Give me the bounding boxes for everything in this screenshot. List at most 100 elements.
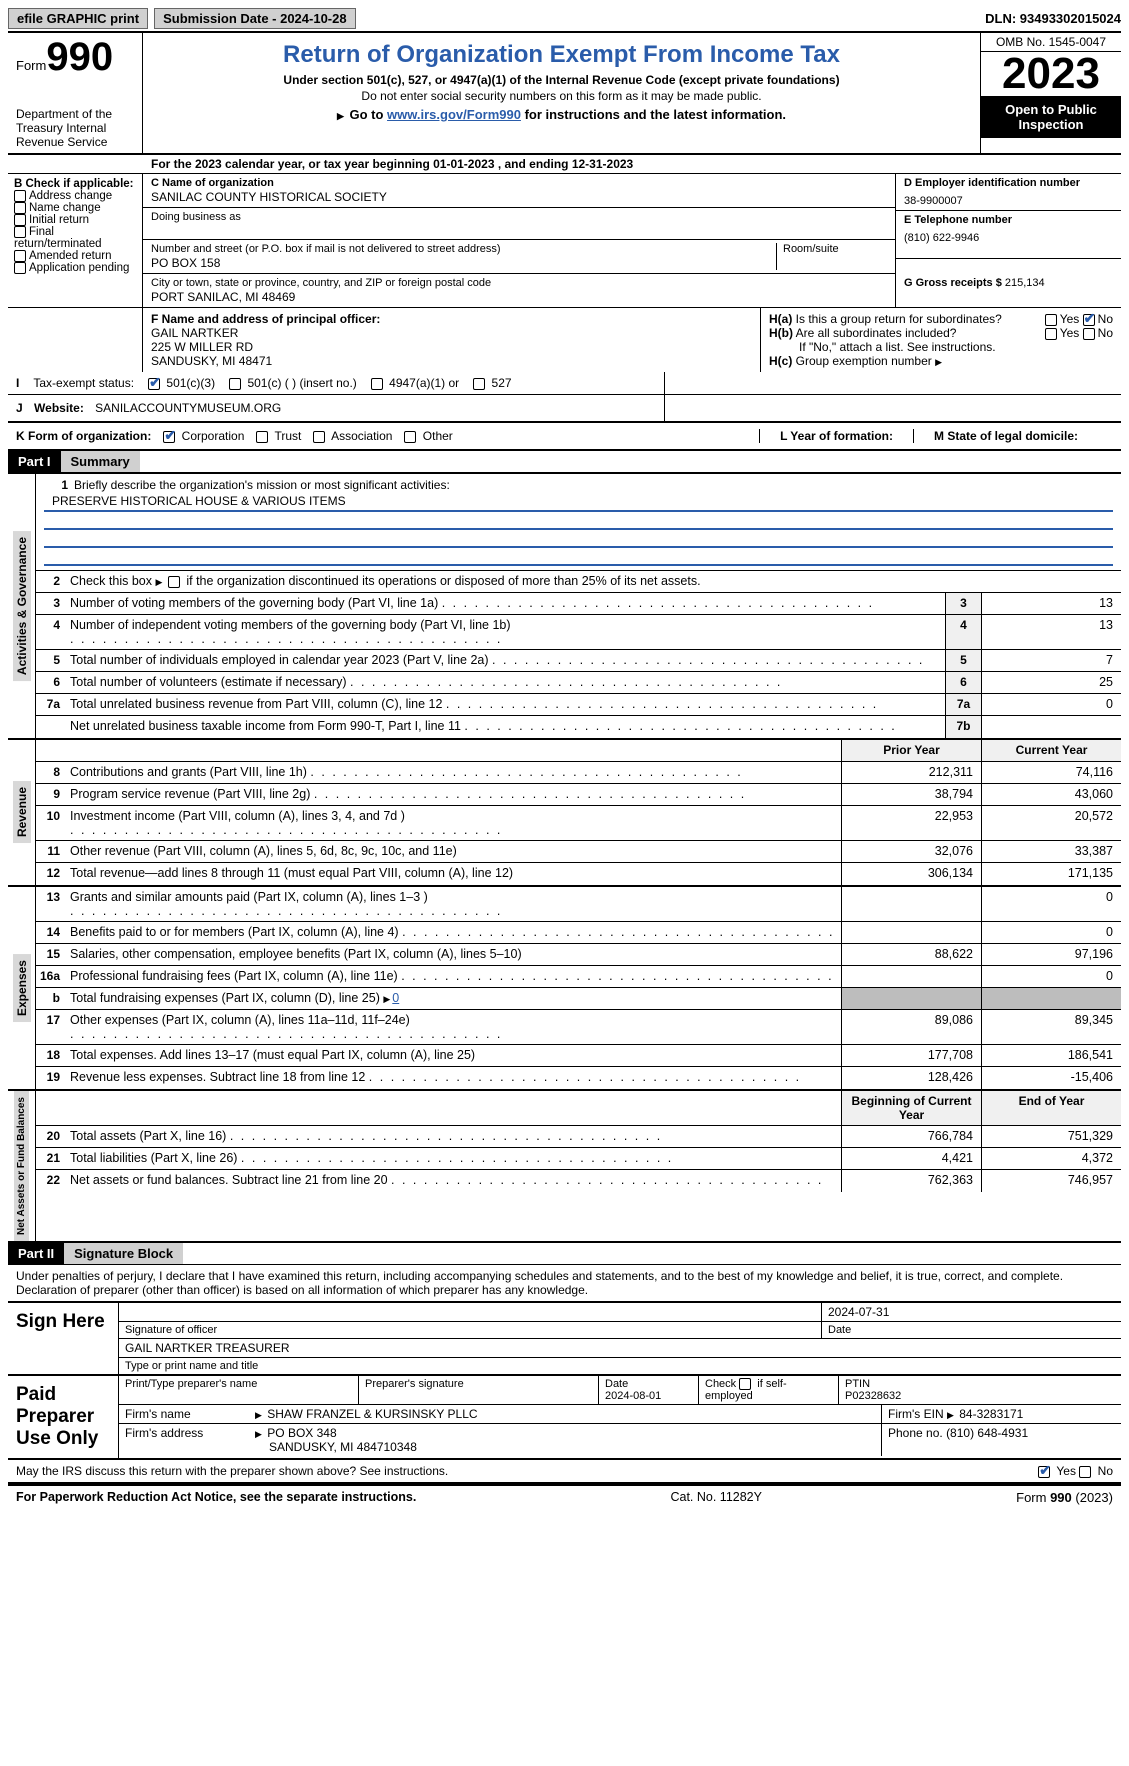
j-label: J bbox=[16, 401, 23, 415]
officer-name-title: GAIL NARTKER TREASURER bbox=[119, 1339, 1121, 1357]
paid-preparer-block: Paid Preparer Use Only Print/Type prepar… bbox=[8, 1376, 1121, 1460]
line8-cy: 74,116 bbox=[981, 762, 1121, 783]
cb-527[interactable] bbox=[473, 378, 485, 390]
ptin-label: PTIN bbox=[845, 1378, 870, 1390]
line20-desc: Total assets (Part X, line 16) bbox=[70, 1129, 226, 1143]
line16b-desc: Total fundraising expenses (Part IX, col… bbox=[70, 991, 380, 1005]
line19-py: 128,426 bbox=[841, 1067, 981, 1089]
line16a-cy: 0 bbox=[981, 966, 1121, 987]
line13-desc: Grants and similar amounts paid (Part IX… bbox=[70, 890, 428, 904]
discuss-no-checkbox[interactable] bbox=[1079, 1466, 1091, 1478]
part1-header: Part ISummary bbox=[8, 451, 1121, 474]
line12-desc: Total revenue—add lines 8 through 11 (mu… bbox=[70, 866, 513, 880]
cb-self-employed[interactable] bbox=[739, 1378, 751, 1390]
line21-desc: Total liabilities (Part X, line 26) bbox=[70, 1151, 237, 1165]
line14-desc: Benefits paid to or for members (Part IX… bbox=[70, 925, 399, 939]
line16a-desc: Professional fundraising fees (Part IX, … bbox=[70, 969, 398, 983]
cb-name-change[interactable]: Name change bbox=[14, 202, 136, 214]
m-label: M State of legal domicile: bbox=[934, 429, 1078, 443]
cb-discontinued[interactable] bbox=[168, 576, 180, 588]
sig-declaration: Under penalties of perjury, I declare th… bbox=[8, 1265, 1121, 1303]
efile-print-button[interactable]: efile GRAPHIC print bbox=[8, 8, 148, 29]
line15-py: 88,622 bbox=[841, 944, 981, 965]
cb-amended-return[interactable]: Amended return bbox=[14, 250, 136, 262]
officer-name: GAIL NARTKER bbox=[151, 326, 752, 340]
line7b-val bbox=[981, 716, 1121, 738]
faddr1: PO BOX 348 bbox=[267, 1426, 336, 1440]
line20-by: 766,784 bbox=[841, 1126, 981, 1147]
topbar: efile GRAPHIC print Submission Date - 20… bbox=[8, 8, 1121, 33]
ha-yes-checkbox[interactable] bbox=[1045, 314, 1057, 326]
line6-val: 25 bbox=[981, 672, 1121, 693]
tax-exempt-text: Tax-exempt status: bbox=[33, 376, 134, 390]
line21-ey: 4,372 bbox=[981, 1148, 1121, 1169]
psig-label: Preparer's signature bbox=[359, 1376, 599, 1404]
line12-py: 306,134 bbox=[841, 863, 981, 885]
line19-desc: Revenue less expenses. Subtract line 18 … bbox=[70, 1070, 365, 1084]
line5-val: 7 bbox=[981, 650, 1121, 671]
col-de: D Employer identification number38-99000… bbox=[896, 174, 1121, 307]
line15-cy: 97,196 bbox=[981, 944, 1121, 965]
line16b-py bbox=[841, 988, 981, 1009]
form-header: Form990 Department of the Treasury Inter… bbox=[8, 33, 1121, 155]
cb-label: Address change bbox=[29, 190, 112, 202]
line10-desc: Investment income (Part VIII, column (A)… bbox=[70, 809, 405, 823]
discuss-yes-checkbox[interactable] bbox=[1038, 1466, 1050, 1478]
hb-no-checkbox[interactable] bbox=[1083, 328, 1095, 340]
cb-assoc[interactable] bbox=[313, 431, 325, 443]
cb-other[interactable] bbox=[404, 431, 416, 443]
yes-label: Yes bbox=[1060, 326, 1080, 340]
pdate-val: 2024-08-01 bbox=[605, 1390, 661, 1402]
footer: For Paperwork Reduction Act Notice, see … bbox=[8, 1484, 1121, 1509]
cb-501c[interactable] bbox=[229, 378, 241, 390]
opt-527: 527 bbox=[492, 376, 512, 390]
ptin-val: P02328632 bbox=[845, 1390, 901, 1402]
cb-trust[interactable] bbox=[256, 431, 268, 443]
line22-ey: 746,957 bbox=[981, 1170, 1121, 1192]
cb-initial-return[interactable]: Initial return bbox=[14, 214, 136, 226]
cb-app-pending[interactable]: Application pending bbox=[14, 262, 136, 274]
suite-label: Room/suite bbox=[783, 243, 839, 255]
ein-value: 38-9900007 bbox=[904, 195, 1113, 207]
side-exp: Expenses bbox=[13, 954, 31, 1022]
cb-501c3[interactable] bbox=[148, 378, 160, 390]
cb-corporation[interactable] bbox=[163, 431, 175, 443]
form-title: Return of Organization Exempt From Incom… bbox=[151, 41, 972, 69]
addr-value: PO BOX 158 bbox=[151, 256, 770, 270]
sign-here-label: Sign Here bbox=[8, 1303, 118, 1374]
website-value: SANILACCOUNTYMUSEUM.ORG bbox=[95, 401, 281, 415]
line6-desc: Total number of volunteers (estimate if … bbox=[70, 675, 347, 689]
section-revenue: Revenue Prior YearCurrent Year 8Contribu… bbox=[8, 740, 1121, 887]
cb-address-change[interactable]: Address change bbox=[14, 190, 136, 202]
cb-4947a1[interactable] bbox=[371, 378, 383, 390]
pdate-label: Date bbox=[605, 1378, 628, 1390]
subtitle-2: Do not enter social security numbers on … bbox=[151, 89, 972, 103]
sig-of-label: Signature of officer bbox=[119, 1322, 821, 1338]
line9-desc: Program service revenue (Part VIII, line… bbox=[70, 787, 310, 801]
pname-label: Print/Type preparer's name bbox=[119, 1376, 359, 1404]
hb-yes-checkbox[interactable] bbox=[1045, 328, 1057, 340]
hdr-prior-year: Prior Year bbox=[841, 740, 981, 761]
cb-final-return[interactable]: Final return/terminated bbox=[14, 226, 136, 250]
row-fh: F Name and address of principal officer:… bbox=[8, 308, 1121, 372]
ha-no-checkbox[interactable] bbox=[1083, 314, 1095, 326]
org-name: SANILAC COUNTY HISTORICAL SOCIETY bbox=[151, 190, 887, 204]
row-k: K Form of organization: Corporation Trus… bbox=[8, 423, 1121, 451]
line10-py: 22,953 bbox=[841, 806, 981, 840]
line13-cy: 0 bbox=[981, 887, 1121, 921]
yes-label: Yes bbox=[1056, 1464, 1076, 1478]
l-label: L Year of formation: bbox=[780, 429, 893, 443]
sig-date: 2024-07-31 bbox=[821, 1303, 1121, 1321]
irs-link[interactable]: www.irs.gov/Form990 bbox=[387, 107, 521, 122]
line22-desc: Net assets or fund balances. Subtract li… bbox=[70, 1173, 388, 1187]
line22-by: 762,363 bbox=[841, 1170, 981, 1192]
line3-desc: Number of voting members of the governin… bbox=[66, 593, 945, 614]
line16b-val: 0 bbox=[392, 991, 399, 1005]
line12-cy: 171,135 bbox=[981, 863, 1121, 885]
fein-label: Firm's EIN bbox=[888, 1407, 944, 1421]
no-label: No bbox=[1098, 1464, 1113, 1478]
year-col: OMB No. 1545-0047 2023 Open to Public In… bbox=[981, 33, 1121, 153]
discuss-row: May the IRS discuss this return with the… bbox=[8, 1460, 1121, 1484]
discuss-text: May the IRS discuss this return with the… bbox=[16, 1464, 448, 1478]
side-rev: Revenue bbox=[13, 781, 31, 843]
